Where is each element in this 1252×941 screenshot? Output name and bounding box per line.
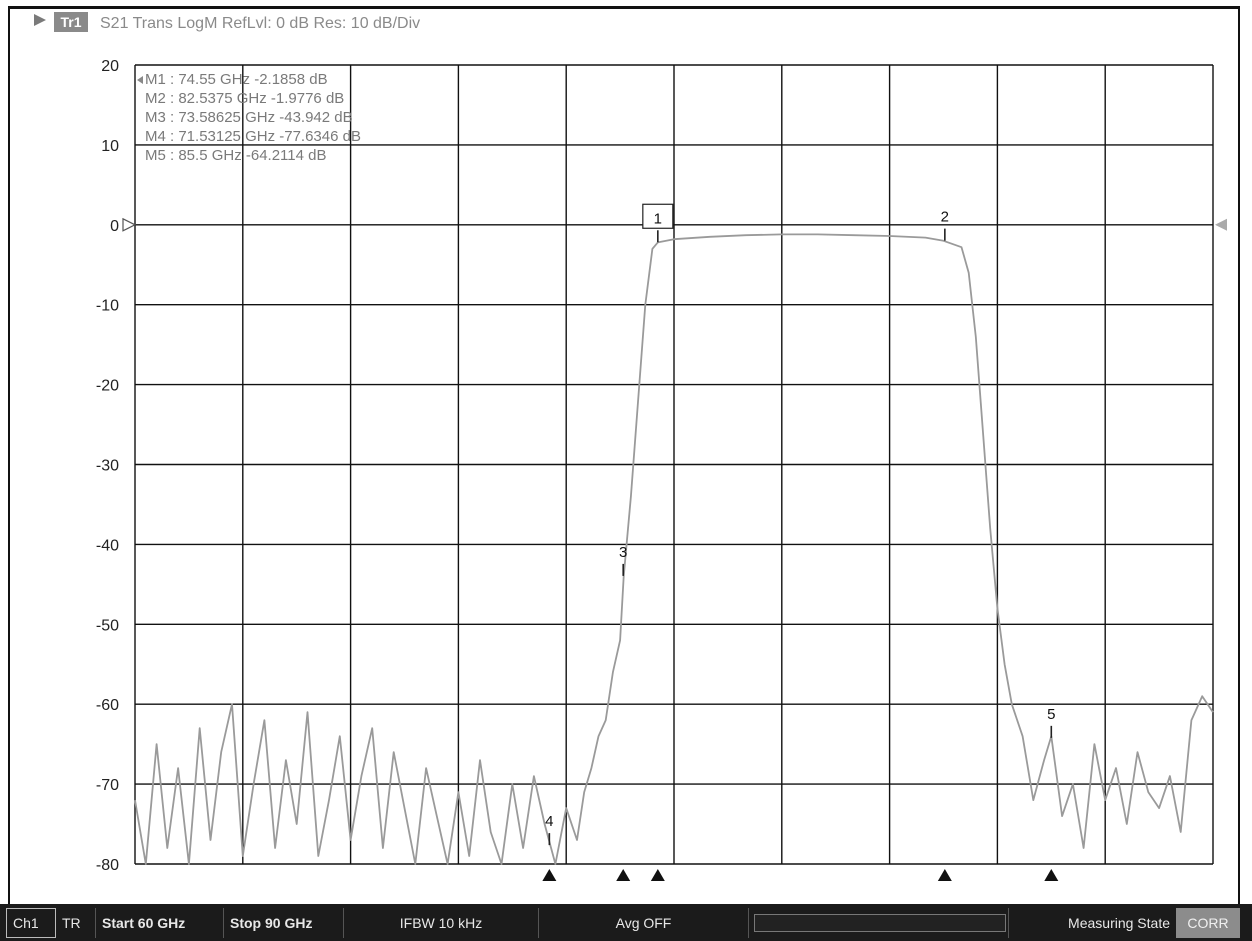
trace-s21 bbox=[134, 233, 1214, 865]
ref-level-right-icon bbox=[1215, 218, 1227, 231]
trace-line bbox=[134, 233, 1214, 865]
y-tick-labels: 20 10 0 -10 -20 -30 -40 -50 -60 -70 -80 bbox=[96, 58, 1227, 874]
marker-table-row: M1 : 74.55 GHz -2.1858 dB bbox=[145, 71, 328, 88]
marker-label: 1 bbox=[654, 210, 662, 227]
active-marker-box bbox=[642, 203, 674, 229]
marker-table-row: M3 : 73.58625 GHz -43.942 dB bbox=[145, 109, 353, 126]
stop-frequency[interactable]: Stop 90 GHz bbox=[224, 907, 344, 938]
correction-indicator[interactable]: CORR bbox=[1176, 907, 1240, 938]
trace-arrow-icon bbox=[34, 14, 46, 26]
marker-triangle-icon bbox=[650, 869, 665, 881]
y-tick-label: -10 bbox=[96, 298, 119, 315]
y-tick-label: -20 bbox=[96, 378, 119, 395]
active-marker-pointer-icon bbox=[137, 76, 143, 84]
grid bbox=[134, 64, 1214, 865]
start-frequency[interactable]: Start 60 GHz bbox=[96, 907, 224, 938]
y-tick-label: -60 bbox=[96, 697, 119, 714]
marker-label: 3 bbox=[619, 544, 627, 561]
marker-label: 2 bbox=[941, 209, 949, 226]
trace-indicator[interactable]: TR bbox=[56, 907, 96, 938]
y-tick-label: -50 bbox=[96, 617, 119, 634]
marker-triangle-icon bbox=[616, 869, 631, 881]
y-tick-label: -30 bbox=[96, 458, 119, 475]
markers: 1 2 3 4 5 bbox=[542, 203, 1059, 881]
marker-table-row: M5 : 85.5 GHz -64.2114 dB bbox=[145, 147, 327, 164]
status-bar: Ch1 TR Start 60 GHz Stop 90 GHz IFBW 10 … bbox=[0, 904, 1252, 941]
measuring-state: Measuring State bbox=[1068, 914, 1170, 931]
marker-label: 4 bbox=[545, 813, 553, 830]
y-tick-label: -70 bbox=[96, 777, 119, 794]
chart-canvas: 20 10 0 -10 -20 -30 -40 -50 -60 -70 -80 1 2 3 4 5 Tr1 … bbox=[34, 12, 1227, 881]
y-tick-label: 20 bbox=[101, 58, 119, 75]
marker-table-row: M4 : 71.53125 GHz -77.6346 dB bbox=[145, 128, 361, 145]
sweep-progress-bar bbox=[754, 913, 1006, 932]
trace-tag: Tr1 bbox=[60, 14, 81, 30]
marker-triangle-icon bbox=[542, 869, 557, 881]
y-tick-label: 0 bbox=[110, 218, 119, 235]
y-tick-label: -40 bbox=[96, 537, 119, 554]
ifbw-setting[interactable]: IFBW 10 kHz bbox=[344, 907, 539, 938]
marker-table: M1 : 74.55 GHz -2.1858 dB M2 : 82.5375 GH… bbox=[137, 71, 361, 164]
ref-level-left-icon bbox=[122, 217, 137, 232]
channel-indicator[interactable]: Ch1 bbox=[6, 907, 56, 938]
y-tick-label: -80 bbox=[96, 857, 119, 874]
marker-label: 5 bbox=[1047, 706, 1055, 723]
marker-triangle-icon bbox=[1044, 869, 1059, 881]
trace-tag-box[interactable] bbox=[54, 12, 88, 32]
y-tick-label: 10 bbox=[101, 138, 119, 155]
averaging-setting[interactable]: Avg OFF bbox=[539, 907, 749, 938]
sweep-progress bbox=[749, 907, 1009, 938]
trace-header[interactable]: Tr1 S21 Trans LogM RefLvl: 0 dB Res: 10 … bbox=[34, 12, 420, 32]
marker-table-row: M2 : 82.5375 GHz -1.9776 dB bbox=[145, 90, 344, 107]
marker-triangle-icon bbox=[937, 869, 952, 881]
analyzer-screen bbox=[8, 6, 1240, 904]
trace-header-text: S21 Trans LogM RefLvl: 0 dB Res: 10 dB/D… bbox=[100, 15, 420, 32]
